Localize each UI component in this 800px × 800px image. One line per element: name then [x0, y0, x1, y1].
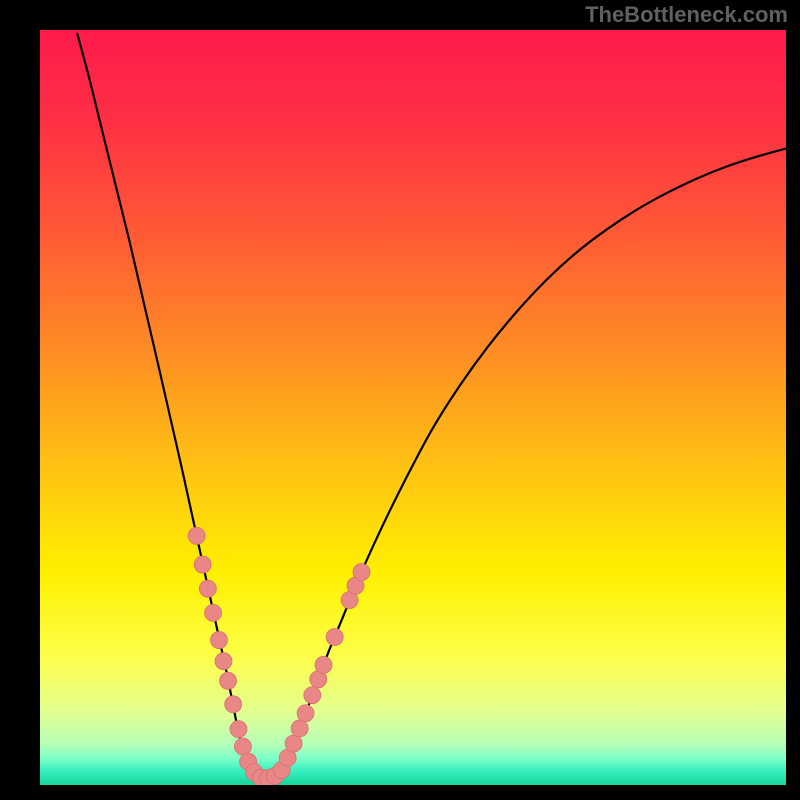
watermark-text: TheBottleneck.com	[585, 2, 788, 28]
data-marker	[285, 735, 302, 752]
data-marker	[215, 653, 232, 670]
plot-background	[40, 30, 786, 785]
data-marker	[188, 527, 205, 544]
data-marker	[291, 720, 308, 737]
chart-container: TheBottleneck.com	[0, 0, 800, 800]
data-marker	[353, 564, 370, 581]
data-marker	[194, 556, 211, 573]
data-marker	[230, 721, 247, 738]
data-marker	[326, 629, 343, 646]
data-marker	[315, 656, 332, 673]
data-marker	[205, 604, 222, 621]
bottleneck-chart	[0, 0, 800, 800]
data-marker	[304, 687, 321, 704]
data-marker	[225, 696, 242, 713]
data-marker	[219, 672, 236, 689]
data-marker	[199, 580, 216, 597]
data-marker	[234, 738, 251, 755]
data-marker	[211, 632, 228, 649]
data-marker	[297, 705, 314, 722]
